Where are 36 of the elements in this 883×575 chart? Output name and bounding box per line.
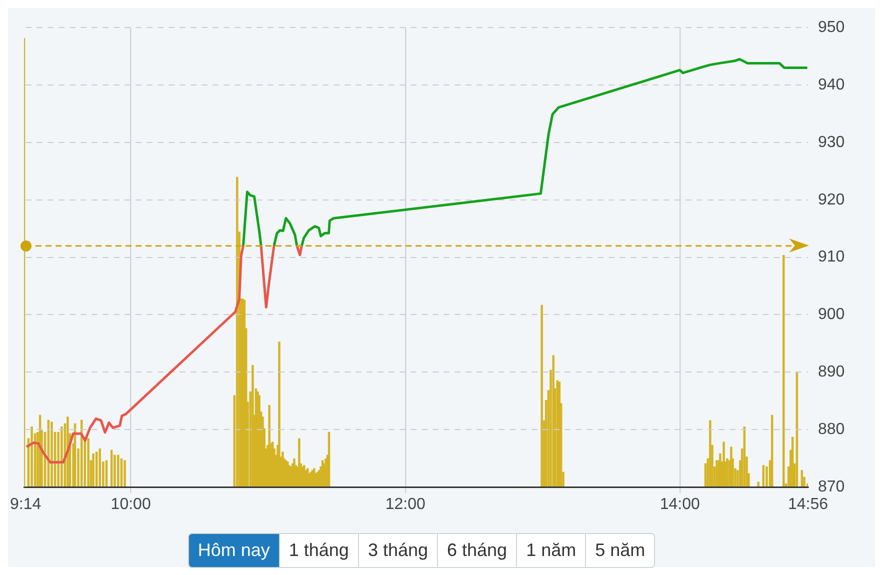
y-tick-label: 900: [818, 306, 845, 324]
bar: [117, 454, 120, 487]
y-tick-label: 950: [818, 19, 845, 36]
bar: [757, 482, 760, 487]
y-tick-label: 920: [818, 191, 845, 208]
y-tick-label: 890: [818, 364, 845, 381]
bar: [30, 426, 33, 487]
x-tick-label: 9:14: [10, 496, 42, 514]
text: 1 năm: [516, 534, 586, 567]
x-tick-label: 14:56: [788, 496, 828, 514]
bar: [60, 426, 63, 487]
x-tick-label: 10:00: [110, 496, 151, 514]
y-tick-label: 940: [818, 76, 845, 94]
y-tick-label: 870: [818, 478, 845, 496]
bar: [124, 460, 126, 487]
bar: [709, 420, 712, 487]
bar: [50, 422, 53, 487]
bar: [268, 404, 270, 487]
bar: [278, 342, 280, 487]
text: 1 tháng: [278, 534, 358, 567]
text: Hôm nay: [188, 534, 279, 567]
bar: [87, 438, 90, 487]
y-tick-label: 930: [818, 134, 845, 151]
x-tick-label: 12:00: [385, 496, 426, 514]
bar: [92, 453, 94, 487]
bar: [293, 458, 296, 487]
bar: [540, 304, 543, 487]
bar: [552, 355, 554, 487]
bar: [66, 416, 69, 487]
text: 3 tháng: [358, 534, 438, 567]
y-tick-label: 910: [818, 248, 845, 266]
y-tick-label: 880: [818, 420, 845, 438]
x-tick-label: 14:00: [660, 496, 700, 514]
text: 5 năm: [585, 534, 654, 567]
bar: [722, 442, 725, 487]
text: 6 tháng: [437, 534, 516, 567]
